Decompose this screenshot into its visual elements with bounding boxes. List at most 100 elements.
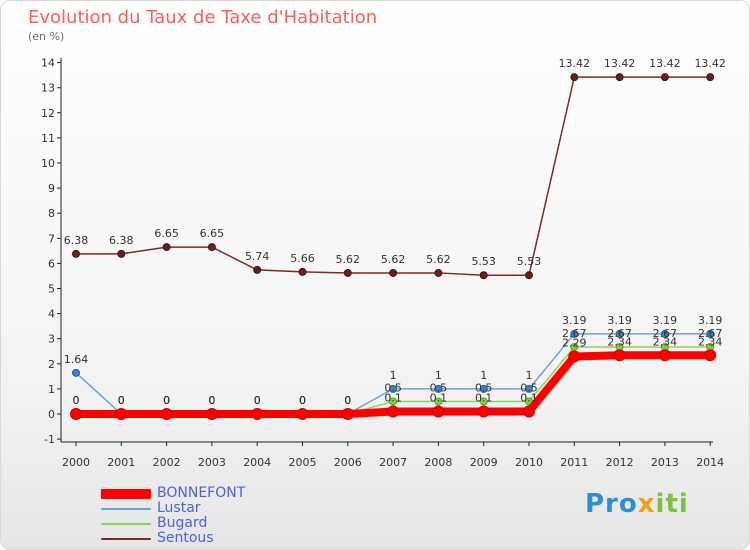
data-point-lustar [479, 384, 488, 393]
legend-label: Lustar [157, 500, 201, 516]
data-point-sentous [706, 73, 715, 82]
x-tick-label: 2003 [198, 456, 226, 469]
data-point-bonnefont [387, 405, 400, 418]
x-tick-label: 2007 [379, 456, 407, 469]
x-tick-label: 2002 [153, 456, 181, 469]
data-label-lustar: 0 [299, 394, 306, 407]
x-tick-label: 2011 [560, 456, 588, 469]
data-label-bugard: 0.5 [430, 381, 448, 394]
data-point-bonnefont [251, 408, 264, 420]
data-point-sentous [525, 271, 533, 280]
data-point-sentous [389, 268, 398, 277]
data-label-bugard: 0 [73, 394, 80, 407]
legend-swatch [101, 489, 151, 499]
x-tick-label: 2008 [424, 456, 452, 469]
data-point-bonnefont [115, 408, 128, 420]
data-point-sentous [615, 73, 624, 82]
data-label-bugard: 0 [163, 394, 170, 407]
data-label-bonnefont: 0.1 [520, 391, 538, 404]
y-tick-label: 10 [41, 157, 55, 170]
legend-label: BONNEFONT [157, 485, 246, 501]
data-point-bonnefont [296, 408, 309, 420]
x-tick-label: 2013 [651, 456, 679, 469]
data-label-bugard: 0.5 [475, 381, 493, 394]
data-label-sentous: 5.53 [517, 255, 542, 268]
data-point-bonnefont [658, 349, 671, 362]
data-point-sentous [162, 243, 171, 252]
data-label-lustar: 0 [254, 394, 261, 407]
data-label-lustar: 1 [390, 369, 397, 382]
data-label-sentous: 5.74 [245, 250, 270, 263]
data-point-sentous [298, 267, 307, 276]
data-label-bonnefont: 0.1 [384, 391, 402, 404]
y-tick-label: 9 [48, 182, 55, 195]
data-label-bugard: 0 [118, 394, 125, 407]
data-point-bonnefont [613, 349, 626, 362]
x-tick-label: 2006 [334, 456, 362, 469]
proxiti-logo: Proxiti [585, 489, 689, 519]
data-label-sentous: 5.62 [336, 253, 361, 266]
data-label-lustar: 0 [344, 394, 351, 407]
x-tick-label: 2010 [515, 456, 543, 469]
data-point-bonnefont [477, 405, 490, 418]
x-tick-label: 2012 [606, 456, 634, 469]
data-label-sentous: 13.42 [604, 57, 636, 70]
data-point-lustar [570, 329, 579, 338]
data-label-sentous: 6.65 [154, 227, 179, 240]
x-tick-label: 2005 [289, 456, 317, 469]
y-tick-label: 7 [48, 232, 55, 245]
data-label-sentous: 6.38 [64, 234, 89, 247]
y-tick-label: 13 [41, 82, 55, 95]
logo-part-2: x [637, 489, 656, 519]
data-label-bonnefont: 0 [299, 394, 306, 407]
y-tick-label: 1 [48, 383, 55, 396]
data-label-lustar: 1 [435, 369, 442, 382]
data-label-lustar: 0 [118, 394, 125, 407]
data-point-lustar [389, 384, 398, 393]
data-point-lustar [660, 329, 669, 338]
data-point-sentous [117, 249, 126, 258]
data-label-bugard: 0 [254, 394, 261, 407]
data-label-sentous: 5.53 [471, 255, 496, 268]
data-label-bonnefont: 0.1 [430, 391, 448, 404]
data-label-bonnefont: 0 [73, 394, 80, 407]
y-tick-label: 14 [41, 57, 55, 70]
y-tick-label: 11 [41, 132, 55, 145]
x-tick-label: 2001 [107, 456, 135, 469]
data-point-sentous [570, 73, 579, 82]
data-point-bonnefont [432, 405, 445, 418]
data-label-lustar: 0 [208, 394, 215, 407]
data-label-bonnefont: 0 [118, 394, 125, 407]
logo-part-3: iti [655, 489, 689, 519]
data-point-bonnefont [704, 349, 717, 362]
y-tick-label: 5 [48, 283, 55, 296]
y-tick-label: 0 [48, 408, 55, 421]
data-label-lustar: 3.19 [562, 314, 587, 327]
data-label-bonnefont: 0 [208, 394, 215, 407]
series-line-sentous [75, 76, 711, 276]
data-label-lustar: 3.19 [698, 314, 723, 327]
data-label-bonnefont: 2.34 [698, 335, 723, 348]
data-label-bonnefont: 0 [344, 394, 351, 407]
x-tick-label: 2009 [470, 456, 498, 469]
data-point-sentous [434, 268, 443, 277]
data-label-lustar: 3.19 [607, 314, 632, 327]
y-tick-label: 12 [41, 107, 55, 120]
data-label-bugard: 0 [208, 394, 215, 407]
x-tick-label: 2004 [243, 456, 271, 469]
data-point-sentous [253, 265, 262, 274]
data-label-bugard: 0.5 [384, 381, 402, 394]
logo-part-1: Pro [585, 489, 638, 519]
data-label-bonnefont: 2.34 [653, 335, 678, 348]
data-point-sentous [72, 249, 80, 258]
data-label-bonnefont: 0 [254, 394, 261, 407]
data-label-sentous: 5.62 [426, 253, 451, 266]
y-tick-label: 6 [48, 257, 55, 270]
data-label-bonnefont: 0 [163, 394, 170, 407]
data-label-lustar: 1.64 [64, 353, 89, 366]
legend-label: Bugard [157, 515, 208, 531]
x-tick-label: 2000 [62, 456, 90, 469]
data-point-bugard [570, 342, 579, 351]
data-label-bonnefont: 2.34 [607, 335, 632, 348]
data-label-sentous: 5.66 [290, 252, 315, 265]
